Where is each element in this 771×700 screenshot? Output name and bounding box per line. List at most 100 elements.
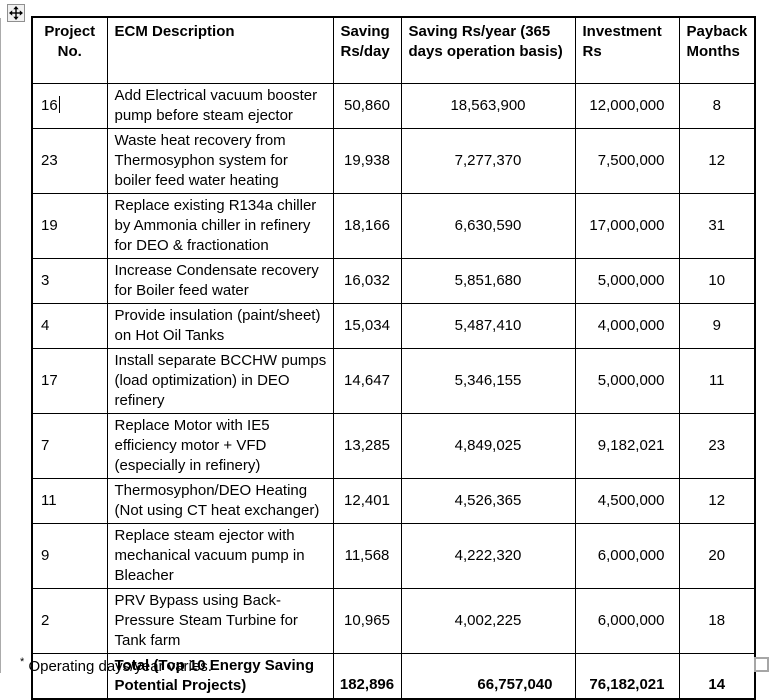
header-project-no[interactable]: Project No.	[31, 16, 108, 84]
header-investment-rs[interactable]: Investment Rs	[574, 16, 680, 84]
ecm-projects-table: Project No. ECM Description Saving Rs/da…	[31, 16, 756, 700]
project-no-value: 4	[41, 316, 50, 334]
ecm-description-cell[interactable]: Install separate BCCHW pumps (load optim…	[106, 347, 334, 414]
footnote-text: Operating days/year varies.	[28, 658, 212, 675]
saving-year-cell[interactable]: 5,346,155	[400, 347, 576, 414]
project-row: 7 Replace Motor with IE5 efficiency moto…	[31, 412, 756, 479]
investment-cell[interactable]: 7,500,000	[574, 127, 680, 194]
header-row: Project No. ECM Description Saving Rs/da…	[31, 16, 756, 84]
project-no-cell[interactable]: 16	[31, 82, 108, 129]
project-no-cell[interactable]: 11	[31, 477, 108, 524]
project-no-cell[interactable]: 17	[31, 347, 108, 414]
header-saving-rs-year[interactable]: Saving Rs/year (365 days operation basis…	[400, 16, 576, 84]
payback-cell[interactable]: 20	[678, 522, 756, 589]
project-row: 19 Replace existing R134a chiller by Amm…	[31, 192, 756, 259]
project-no-value: 3	[41, 271, 50, 289]
saving-year-cell[interactable]: 18,563,900	[400, 82, 576, 129]
ecm-description-cell[interactable]: Increase Condensate recovery for Boiler …	[106, 257, 334, 304]
ecm-description-cell[interactable]: Replace existing R134a chiller by Ammoni…	[106, 192, 334, 259]
project-no-cell[interactable]: 2	[31, 587, 108, 654]
table-resize-handle[interactable]	[754, 657, 769, 672]
payback-cell[interactable]: 10	[678, 257, 756, 304]
investment-cell[interactable]: 4,000,000	[574, 302, 680, 349]
project-no-cell[interactable]: 3	[31, 257, 108, 304]
move-arrow-icon	[9, 6, 23, 20]
saving-year-cell[interactable]: 4,002,225	[400, 587, 576, 654]
project-no-cell[interactable]: 19	[31, 192, 108, 259]
saving-day-cell[interactable]: 14,647	[332, 347, 402, 414]
project-row: 2 PRV Bypass using Back-Pressure Steam T…	[31, 587, 756, 654]
ecm-description-cell[interactable]: PRV Bypass using Back-Pressure Steam Tur…	[106, 587, 334, 654]
saving-year-cell[interactable]: 7,277,370	[400, 127, 576, 194]
project-no-cell[interactable]: 9	[31, 522, 108, 589]
ecm-description-cell[interactable]: Add Electrical vacuum booster pump befor…	[106, 82, 334, 129]
project-row: 9 Replace steam ejector with mechanical …	[31, 522, 756, 589]
project-no-value: 17	[41, 371, 58, 389]
total-saving-year-cell[interactable]: 66,757,040	[400, 652, 576, 699]
project-no-value: 23	[41, 151, 58, 169]
ecm-description-cell[interactable]: Provide insulation (paint/sheet) on Hot …	[106, 302, 334, 349]
investment-cell[interactable]: 12,000,000	[574, 82, 680, 129]
saving-year-cell[interactable]: 4,849,025	[400, 412, 576, 479]
project-no-value: 11	[41, 491, 57, 509]
saving-year-cell[interactable]: 6,630,590	[400, 192, 576, 259]
investment-cell[interactable]: 9,182,021	[574, 412, 680, 479]
investment-cell[interactable]: 17,000,000	[574, 192, 680, 259]
project-no-value: 19	[41, 216, 58, 234]
investment-cell[interactable]: 4,500,000	[574, 477, 680, 524]
ecm-description-cell[interactable]: Replace steam ejector with mechanical va…	[106, 522, 334, 589]
investment-cell[interactable]: 5,000,000	[574, 347, 680, 414]
project-row: 23 Waste heat recovery from Thermosyphon…	[31, 127, 756, 194]
project-no-cell[interactable]: 23	[31, 127, 108, 194]
project-row: 16 Add Electrical vacuum booster pump be…	[31, 82, 756, 129]
header-saving-rs-day[interactable]: Saving Rs/day	[332, 16, 402, 84]
saving-day-cell[interactable]: 13,285	[332, 412, 402, 479]
project-no-value: 7	[41, 436, 50, 454]
saving-year-cell[interactable]: 5,851,680	[400, 257, 576, 304]
ecm-description-cell[interactable]: Waste heat recovery from Thermosyphon sy…	[106, 127, 334, 194]
payback-cell[interactable]: 18	[678, 587, 756, 654]
saving-day-cell[interactable]: 10,965	[332, 587, 402, 654]
ecm-description-cell[interactable]: Thermosyphon/DEO Heating (Not using CT h…	[106, 477, 334, 524]
payback-cell[interactable]: 12	[678, 477, 756, 524]
payback-cell[interactable]: 31	[678, 192, 756, 259]
project-no-cell[interactable]: 4	[31, 302, 108, 349]
saving-year-cell[interactable]: 4,526,365	[400, 477, 576, 524]
payback-cell[interactable]: 9	[678, 302, 756, 349]
saving-year-cell[interactable]: 5,487,410	[400, 302, 576, 349]
payback-cell[interactable]: 8	[678, 82, 756, 129]
header-ecm-description[interactable]: ECM Description	[106, 16, 334, 84]
saving-day-cell[interactable]: 15,034	[332, 302, 402, 349]
investment-cell[interactable]: 6,000,000	[574, 522, 680, 589]
payback-cell[interactable]: 12	[678, 127, 756, 194]
investment-cell[interactable]: 5,000,000	[574, 257, 680, 304]
project-no-value: 16	[41, 96, 58, 114]
payback-cell[interactable]: 11	[678, 347, 756, 414]
saving-day-cell[interactable]: 18,166	[332, 192, 402, 259]
saving-day-cell[interactable]: 16,032	[332, 257, 402, 304]
header-payback-months[interactable]: Payback Months	[678, 16, 756, 84]
saving-day-cell[interactable]: 50,860	[332, 82, 402, 129]
saving-day-cell[interactable]: 12,401	[332, 477, 402, 524]
total-payback-cell[interactable]: 14	[678, 652, 756, 699]
total-saving-day-cell[interactable]: 182,896	[332, 652, 402, 699]
payback-cell[interactable]: 23	[678, 412, 756, 479]
text-caret	[58, 95, 61, 113]
total-investment-cell[interactable]: 76,182,021	[574, 652, 680, 699]
table-move-handle[interactable]	[7, 4, 25, 22]
project-no-value: 9	[41, 546, 50, 564]
ecm-description-cell[interactable]: Replace Motor with IE5 efficiency motor …	[106, 412, 334, 479]
saving-day-cell[interactable]: 11,568	[332, 522, 402, 589]
saving-day-cell[interactable]: 19,938	[332, 127, 402, 194]
footnote: * Operating days/year varies.	[20, 652, 212, 677]
saving-year-cell[interactable]: 4,222,320	[400, 522, 576, 589]
project-row: 11 Thermosyphon/DEO Heating (Not using C…	[31, 477, 756, 524]
page-left-edge	[0, 18, 1, 673]
project-no-value: 2	[41, 611, 50, 629]
project-row: 4 Provide insulation (paint/sheet) on Ho…	[31, 302, 756, 349]
project-row: 17 Install separate BCCHW pumps (load op…	[31, 347, 756, 414]
footnote-marker: *	[20, 656, 25, 668]
investment-cell[interactable]: 6,000,000	[574, 587, 680, 654]
project-no-cell[interactable]: 7	[31, 412, 108, 479]
project-row: 3 Increase Condensate recovery for Boile…	[31, 257, 756, 304]
